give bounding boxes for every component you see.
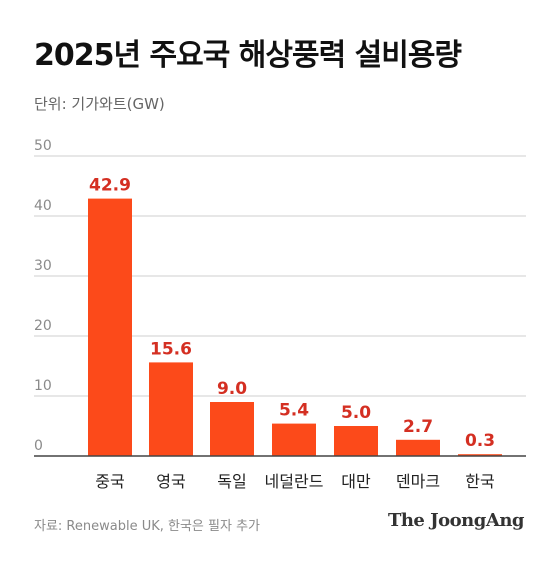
bar (88, 198, 132, 456)
y-tick-label: 50 (34, 138, 52, 154)
bar-value-label: 0.3 (465, 431, 495, 451)
y-tick-label: 0 (34, 438, 43, 454)
bar-value-label: 5.4 (279, 401, 309, 421)
x-category-label: 네덜란드 (265, 472, 324, 491)
y-tick-label: 40 (34, 198, 52, 214)
publisher-logo: The JoongAng (387, 510, 525, 531)
y-tick-label: 20 (34, 318, 52, 334)
bar-value-label: 2.7 (403, 417, 433, 437)
y-tick-label: 10 (34, 378, 52, 394)
bar (272, 423, 316, 456)
unit-label: 단위: 기가와트(GW) (34, 95, 165, 113)
bar-chart: 0 10 20 30 40 50 42.9 중국 15.6 영국 9.0 독일 5.4 네덜란드 5.0 대만… (34, 138, 526, 491)
x-category-label: 독일 (217, 472, 246, 491)
x-category-label: 덴마크 (396, 472, 440, 491)
bar (458, 454, 502, 456)
bar-value-label: 5.0 (341, 403, 371, 423)
x-category-label: 한국 (465, 472, 494, 491)
chart-title: 2025년 주요국 해상풍력 설비용량 (34, 38, 462, 73)
x-category-label: 중국 (95, 472, 124, 491)
bar (334, 426, 378, 456)
source-note: 자료: Renewable UK, 한국은 필자 추가 (34, 519, 260, 534)
x-category-label: 영국 (156, 472, 185, 491)
x-category-label: 대만 (341, 472, 371, 491)
bar-value-label: 15.6 (150, 339, 192, 359)
bar (396, 439, 440, 456)
bar (210, 402, 254, 456)
bar (149, 362, 193, 456)
y-tick-label: 30 (34, 258, 52, 274)
bar-value-label: 9.0 (217, 379, 247, 399)
bar-value-label: 42.9 (89, 176, 131, 196)
